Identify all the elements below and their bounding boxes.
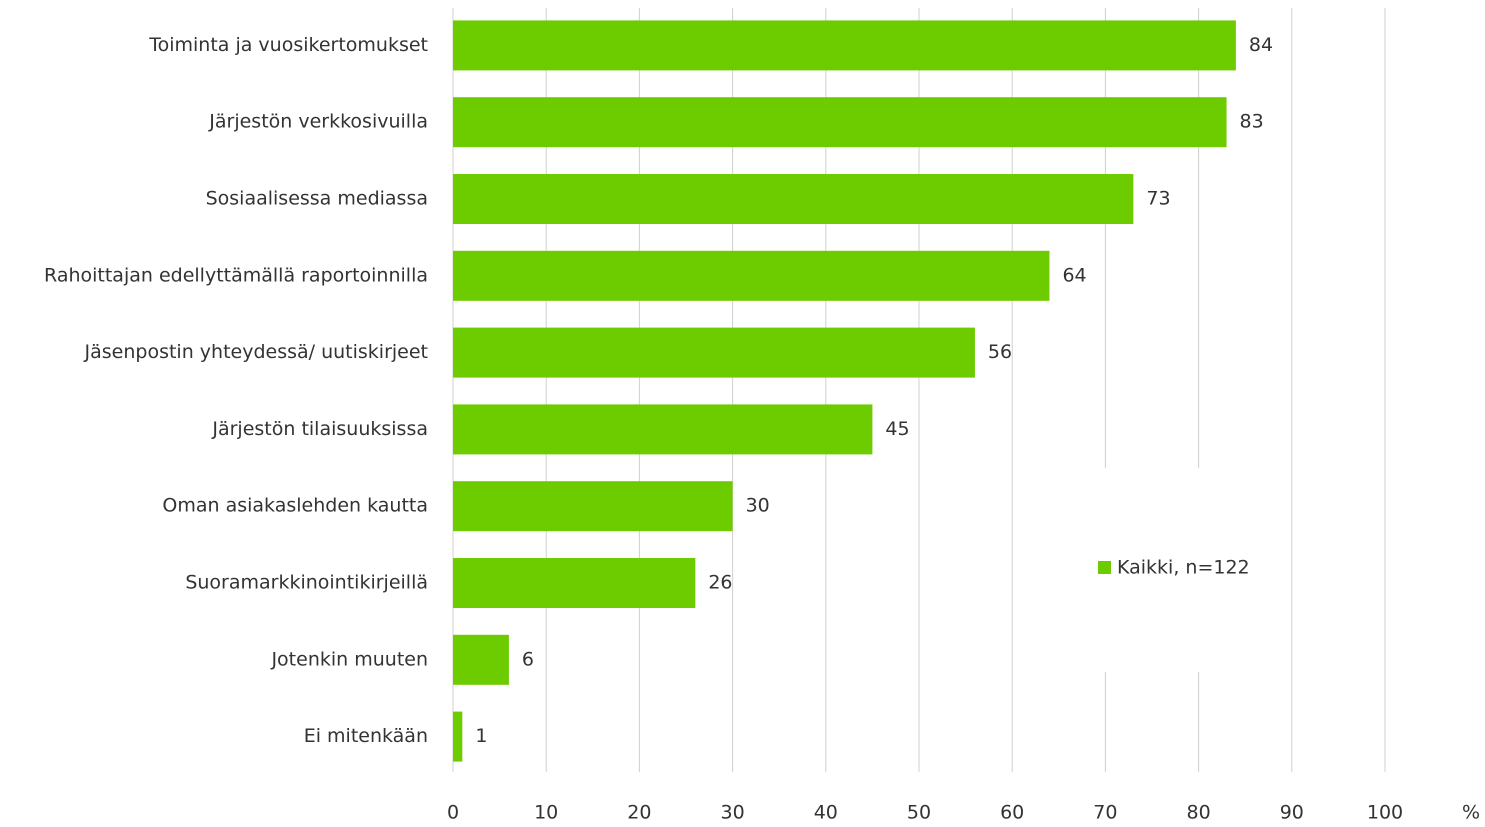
data-label: 45 [885, 418, 909, 440]
data-label: 73 [1146, 188, 1170, 210]
x-tick-label: 30 [721, 802, 745, 824]
legend-background [1088, 468, 1268, 672]
data-label: 30 [746, 495, 770, 517]
x-tick-label: 80 [1187, 802, 1211, 824]
x-tick-label: 100 [1367, 802, 1403, 824]
x-tick-label: 10 [534, 802, 558, 824]
x-tick-label: 40 [814, 802, 838, 824]
bar [453, 250, 1050, 301]
data-label: 64 [1062, 264, 1086, 286]
x-tick-label: 50 [907, 802, 931, 824]
data-label: 83 [1240, 111, 1264, 133]
bar [453, 634, 509, 685]
x-tick-label: 70 [1093, 802, 1117, 824]
x-tick-label: 60 [1000, 802, 1024, 824]
x-axis-label: % [1462, 802, 1480, 824]
data-label: 1 [475, 725, 487, 747]
bar [453, 174, 1134, 224]
y-tick-label: Suoramarkkinointikirjeillä [185, 572, 428, 594]
data-label: 84 [1249, 34, 1273, 56]
y-tick-label: Ei mitenkään [304, 725, 428, 747]
data-label: 26 [708, 572, 732, 594]
y-tick-label: Oman asiakaslehden kautta [162, 495, 428, 517]
legend-label: Kaikki, n=122 [1117, 557, 1250, 579]
x-tick-label: 90 [1280, 802, 1304, 824]
legend-swatch [1098, 561, 1111, 574]
bar [453, 711, 463, 762]
y-tick-label: Sosiaalisessa mediassa [206, 188, 428, 210]
y-tick-label: Jotenkin muuten [270, 648, 428, 670]
bar [453, 20, 1236, 71]
bar [453, 327, 975, 378]
bar [453, 481, 733, 532]
y-tick-label: Jäsenpostin yhteydessä/ uutiskirjeet [84, 341, 428, 363]
data-label: 6 [522, 648, 534, 670]
x-tick-label: 20 [627, 802, 651, 824]
bar [453, 404, 873, 455]
y-tick-label: Järjestön verkkosivuilla [208, 111, 428, 133]
bar [453, 558, 696, 608]
x-tick-label: 0 [447, 802, 459, 824]
data-label: 56 [988, 341, 1012, 363]
y-tick-label: Toiminta ja vuosikertomukset [148, 34, 428, 56]
y-tick-label: Rahoittajan edellyttämällä raportoinnill… [44, 264, 428, 286]
y-tick-label: Järjestön tilaisuuksissa [211, 418, 428, 440]
bar [453, 97, 1227, 148]
